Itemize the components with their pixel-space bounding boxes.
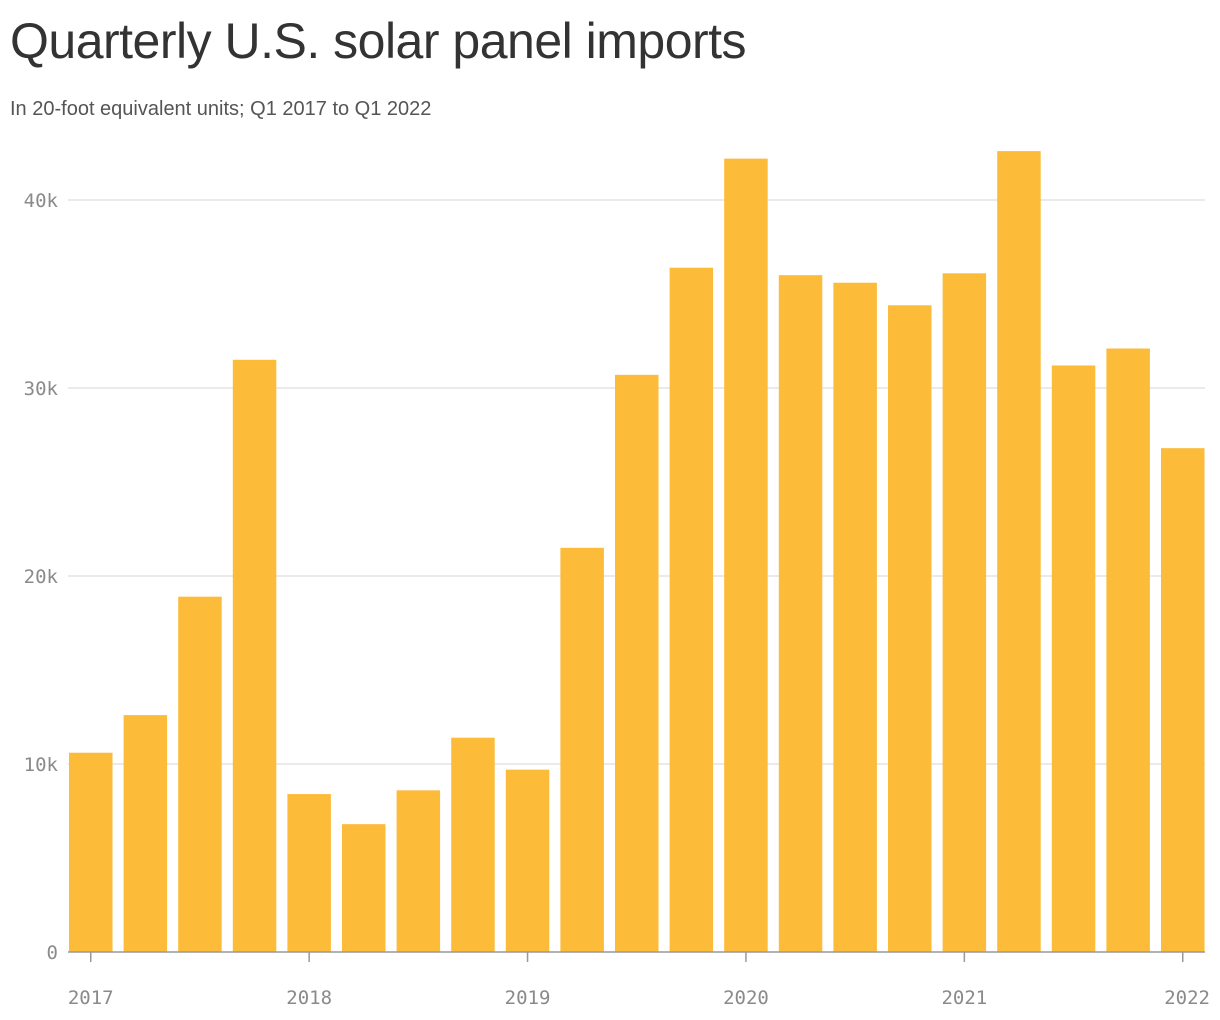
bar [123,715,168,952]
x-tick-label: 2019 [505,987,551,1009]
bar [1051,365,1096,952]
x-tick-label: 2018 [286,987,332,1009]
bar [232,359,277,952]
bar [942,273,987,952]
bar [1106,348,1150,952]
y-tick-label: 10k [24,754,59,776]
bar [1161,448,1205,952]
bars [69,151,1205,953]
y-tick-label: 0 [47,942,58,964]
x-axis [68,951,1205,962]
x-axis-labels: 2017 2018 2019 2020 2021 2022 [68,987,1210,1009]
y-tick-label: 30k [24,378,59,400]
bar [342,824,386,952]
bar [833,282,877,953]
chart-subtitle: In 20-foot equivalent units; Q1 2017 to … [10,98,432,120]
bar [451,737,495,952]
bar [69,752,113,952]
x-tick-label: 2020 [723,987,769,1009]
x-tick-label: 2017 [68,987,114,1009]
bar [615,374,659,953]
bar [505,769,550,952]
bar [287,794,331,952]
bar [396,790,441,952]
chart-title: Quarterly U.S. solar panel imports [10,13,747,69]
bar [724,158,768,952]
y-axis-labels: 0 10k 20k 30k 40k [24,190,59,964]
x-tick-label: 2021 [941,987,987,1009]
bar [178,596,222,952]
y-tick-label: 40k [24,190,59,212]
x-tick-label: 2022 [1164,987,1210,1009]
bar [778,275,823,952]
y-tick-label: 20k [24,566,59,588]
bar [560,547,604,952]
bar [888,305,932,952]
bar [997,151,1041,952]
bar [669,267,714,952]
